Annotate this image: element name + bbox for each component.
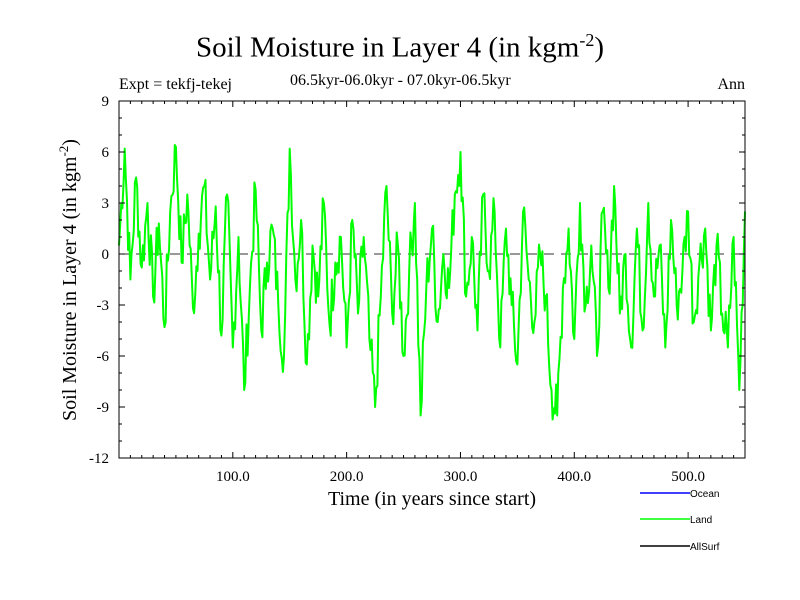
chart-title-text: Soil Moisture in Layer 4 (in kgm (195, 31, 580, 64)
chart-subtitle: 06.5kyr-06.0kyr - 07.0kyr-06.5kyr (290, 72, 511, 89)
legend: Ocean Land AllSurf (640, 489, 720, 553)
legend-label-ocean: Ocean (690, 489, 719, 500)
y-tick-label: 9 (102, 94, 110, 110)
chart-title-exponent: -2 (579, 30, 595, 50)
y-axis-label-exponent: -2 (56, 146, 71, 157)
series-line-land (118, 144, 746, 421)
x-tick-label: 300.0 (444, 469, 478, 485)
y-axis-label-close: ) (59, 139, 81, 146)
y-tick-label: 6 (102, 145, 110, 161)
x-tick-label: 200.0 (330, 469, 364, 485)
legend-label-allsurf: AllSurf (690, 542, 720, 553)
legend-label-land: Land (690, 515, 712, 526)
plot-frame (118, 100, 746, 459)
y-axis-label-text: Soil Moisture in Layer 4 (in kgm (59, 156, 81, 421)
y-tick-label: -9 (97, 400, 110, 416)
experiment-label: Expt = tekfj-tekej (119, 76, 232, 93)
x-axis-label: Time (in years since start) (328, 488, 536, 510)
y-tick-label: -12 (89, 451, 109, 467)
y-axis-label: Soil Moisture in Layer 4 (in kgm-2) (56, 139, 81, 421)
x-tick-label: 500.0 (671, 469, 705, 485)
chart-title-close: ) (594, 31, 605, 64)
x-tick-label: 400.0 (557, 469, 591, 485)
season-label: Ann (717, 76, 745, 93)
x-tick-label: 100.0 (216, 469, 250, 485)
y-tick-label: 0 (102, 247, 110, 263)
y-tick-label: -6 (97, 349, 110, 365)
y-tick-label: -3 (97, 298, 110, 314)
y-tick-label: 3 (102, 196, 110, 212)
chart-title: Soil Moisture in Layer 4 (in kgm-2) (0, 30, 800, 65)
